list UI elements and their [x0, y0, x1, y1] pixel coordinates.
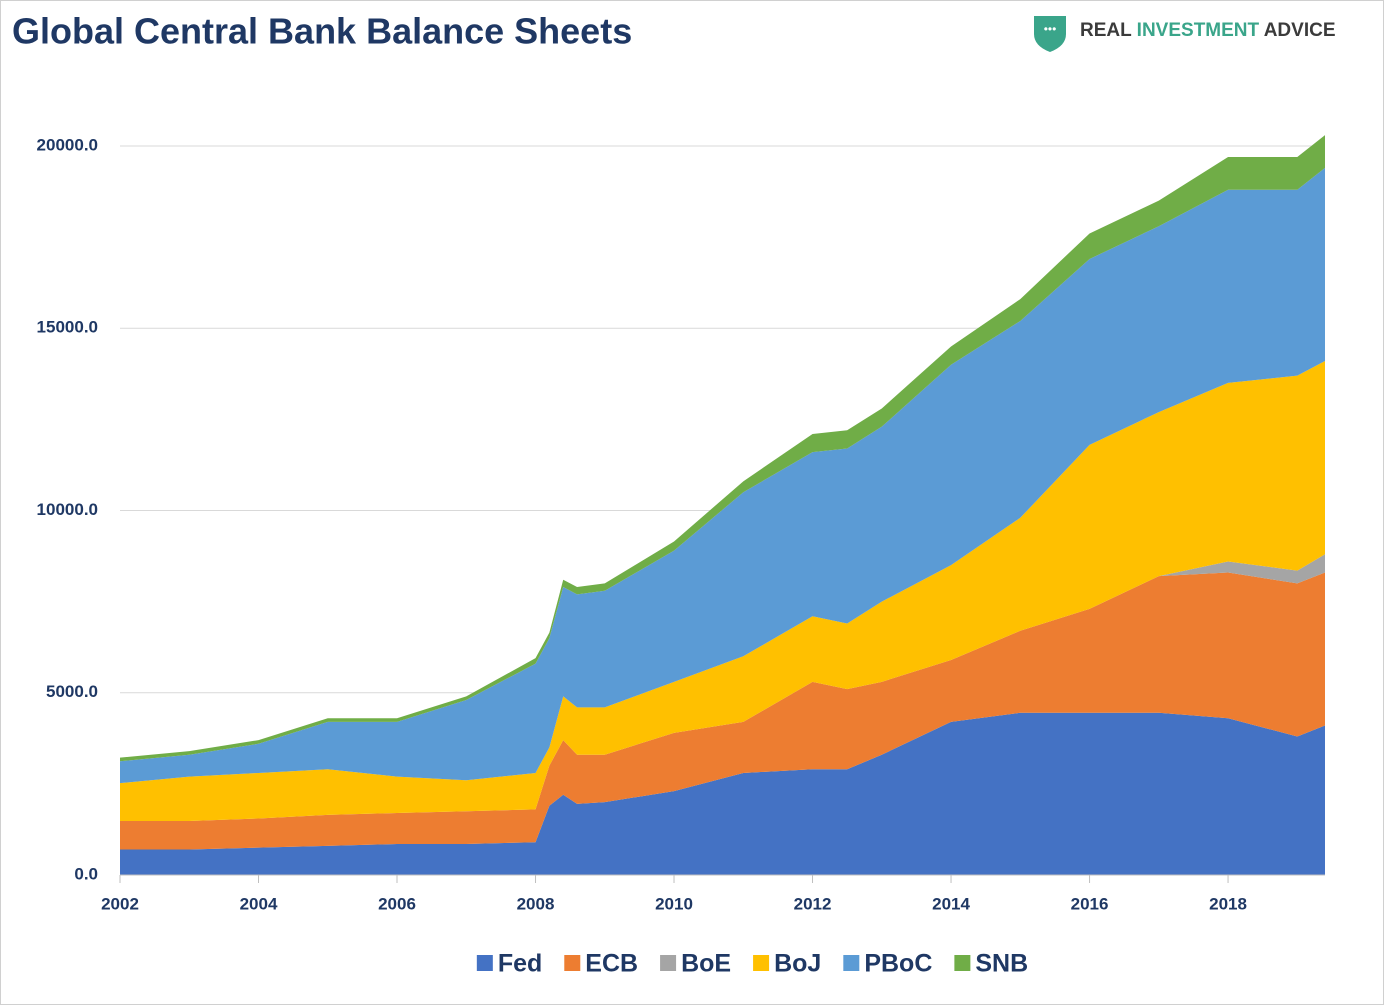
y-tick-label: 20000.0 [37, 135, 98, 154]
legend-swatch [753, 955, 770, 971]
legend-label: Fed [498, 950, 542, 978]
y-tick-label: 10000.0 [37, 500, 98, 519]
x-tick-label: 2006 [378, 894, 416, 913]
x-tick-label: 2012 [794, 894, 832, 913]
legend-label: BoE [681, 950, 731, 978]
x-tick-label: 2014 [932, 894, 970, 913]
logo-text: REAL INVESTMENT ADVICE [1080, 20, 1336, 41]
logo-word: REAL [1080, 20, 1132, 41]
y-tick-label: 5000.0 [46, 682, 98, 701]
logo-word: INVESTMENT [1137, 20, 1260, 41]
x-tick-label: 2008 [517, 894, 555, 913]
area [120, 572, 1325, 850]
x-tick-label: 2016 [1071, 894, 1109, 913]
x-tick-label: 2010 [655, 894, 693, 913]
x-tick-label: 2018 [1209, 894, 1247, 913]
legend-label: SNB [975, 950, 1028, 978]
legend-label: BoJ [774, 950, 821, 978]
legend-swatch [476, 955, 493, 971]
legend-swatch [660, 955, 677, 971]
legend-label: ECB [585, 950, 638, 978]
area [120, 167, 1325, 784]
legend-swatch [954, 955, 971, 971]
chart-title: Global Central Bank Balance Sheets [12, 11, 632, 52]
area [120, 361, 1325, 822]
logo: ••• REAL INVESTMENT ADVICE [1034, 16, 1336, 52]
y-tick-label: 15000.0 [37, 318, 98, 337]
y-tick-label: 0.0 [74, 864, 98, 883]
legend: Fed ECB BoE BoJ PBoC SNB [476, 950, 1028, 978]
logo-word: ADVICE [1264, 20, 1336, 41]
logo-dots: ••• [1044, 22, 1057, 36]
legend-swatch [843, 955, 860, 971]
area [120, 135, 1325, 762]
legend-swatch [564, 955, 581, 971]
area [120, 712, 1325, 875]
x-tick-label: 2002 [101, 894, 139, 913]
legend-label: PBoC [864, 950, 932, 978]
logo-shield [1034, 16, 1066, 52]
x-tick-label: 2004 [240, 894, 278, 913]
